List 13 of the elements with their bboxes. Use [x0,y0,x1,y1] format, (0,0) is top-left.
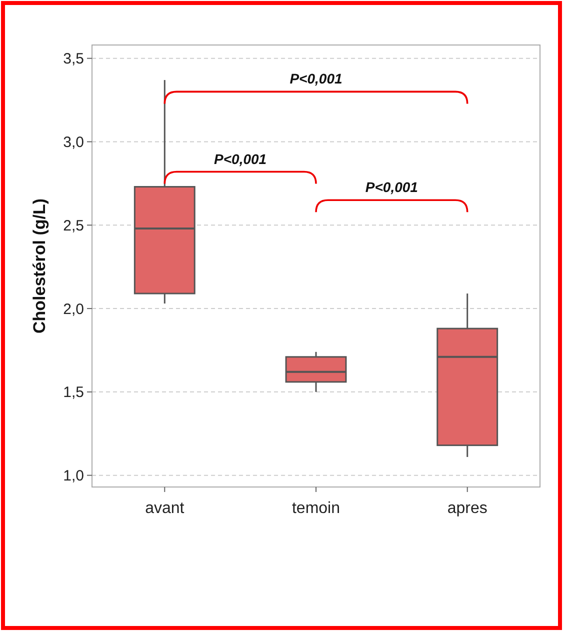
y-axis-title: Cholestérol (g/L) [30,198,49,334]
y-tick-label: 1,0 [63,468,84,485]
y-tick-label: 1,5 [63,384,84,402]
y-tick-label: 3,0 [63,134,84,151]
x-tick-label: avant [145,500,185,517]
annotation: P<0,001 [290,70,342,87]
annotation: P<0,001 [365,179,418,196]
x-tick-label: apres [447,500,488,517]
y-tick-label: 2,0 [63,300,84,318]
y-tick-label: 2,5 [63,217,84,234]
y-tick-label: 3,5 [63,50,84,68]
x-tick-label: temoin [292,500,340,517]
annotation: P<0,001 [214,150,267,167]
